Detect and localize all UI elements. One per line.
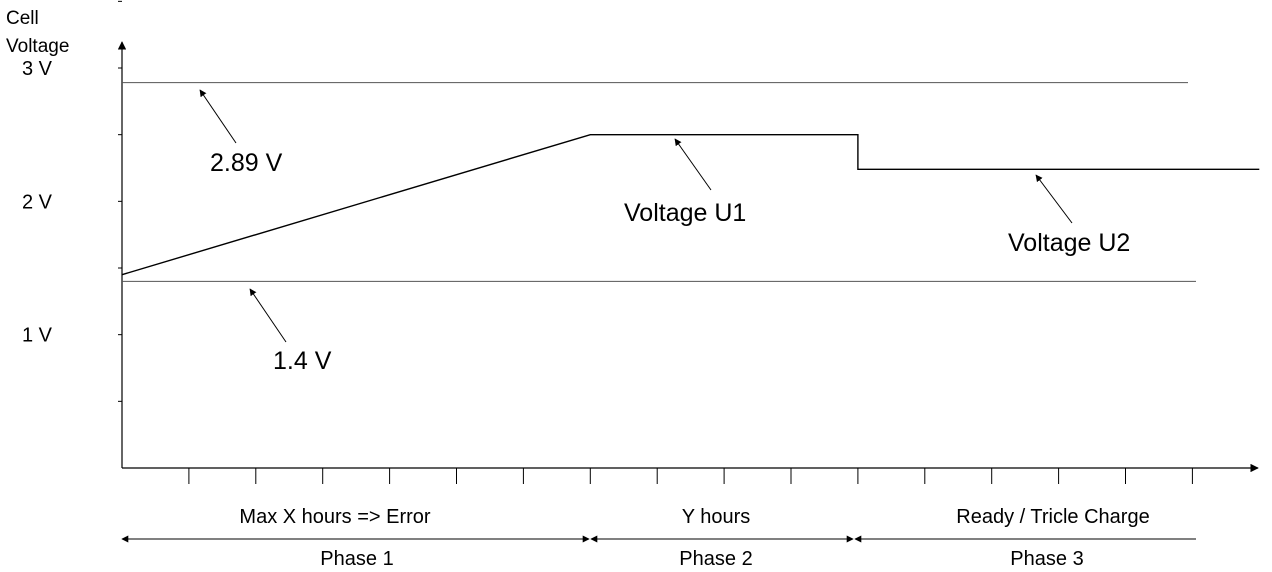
upper-limit-pointer (199, 89, 237, 144)
voltage-u1-label: Voltage U1 (624, 199, 746, 227)
upper-limit-label: 2.89 V (210, 149, 283, 177)
phase-1-description: Max X hours => Error (239, 506, 431, 528)
y-tick-label: 2 V (22, 191, 53, 213)
phase-3-description: Ready / Tricle Charge (956, 506, 1149, 528)
voltage-u1-pointer (674, 138, 712, 191)
y-axis-tick-labels: 1 V 2 V 3 V (22, 58, 53, 347)
y-axis-title-line2: Voltage (6, 36, 69, 57)
y-tick-label: 3 V (22, 58, 53, 80)
x-axis-ticks (188, 468, 1193, 484)
voltage-curve (121, 133, 1260, 276)
y-axis-minor-ticks (118, 0, 122, 402)
lower-limit-pointer (249, 288, 287, 343)
phase-1-name: Phase 1 (320, 548, 393, 570)
y-tick-label: 1 V (22, 325, 53, 347)
phase-2-name: Phase 2 (679, 548, 752, 570)
y-axis-title-line1: Cell (6, 8, 39, 29)
voltage-u2-label: Voltage U2 (1008, 229, 1130, 257)
voltage-u2-pointer (1035, 174, 1073, 224)
phase-2-description: Y hours (682, 506, 751, 528)
lower-limit-label: 1.4 V (273, 347, 332, 375)
phase-3-name: Phase 3 (1010, 548, 1083, 570)
